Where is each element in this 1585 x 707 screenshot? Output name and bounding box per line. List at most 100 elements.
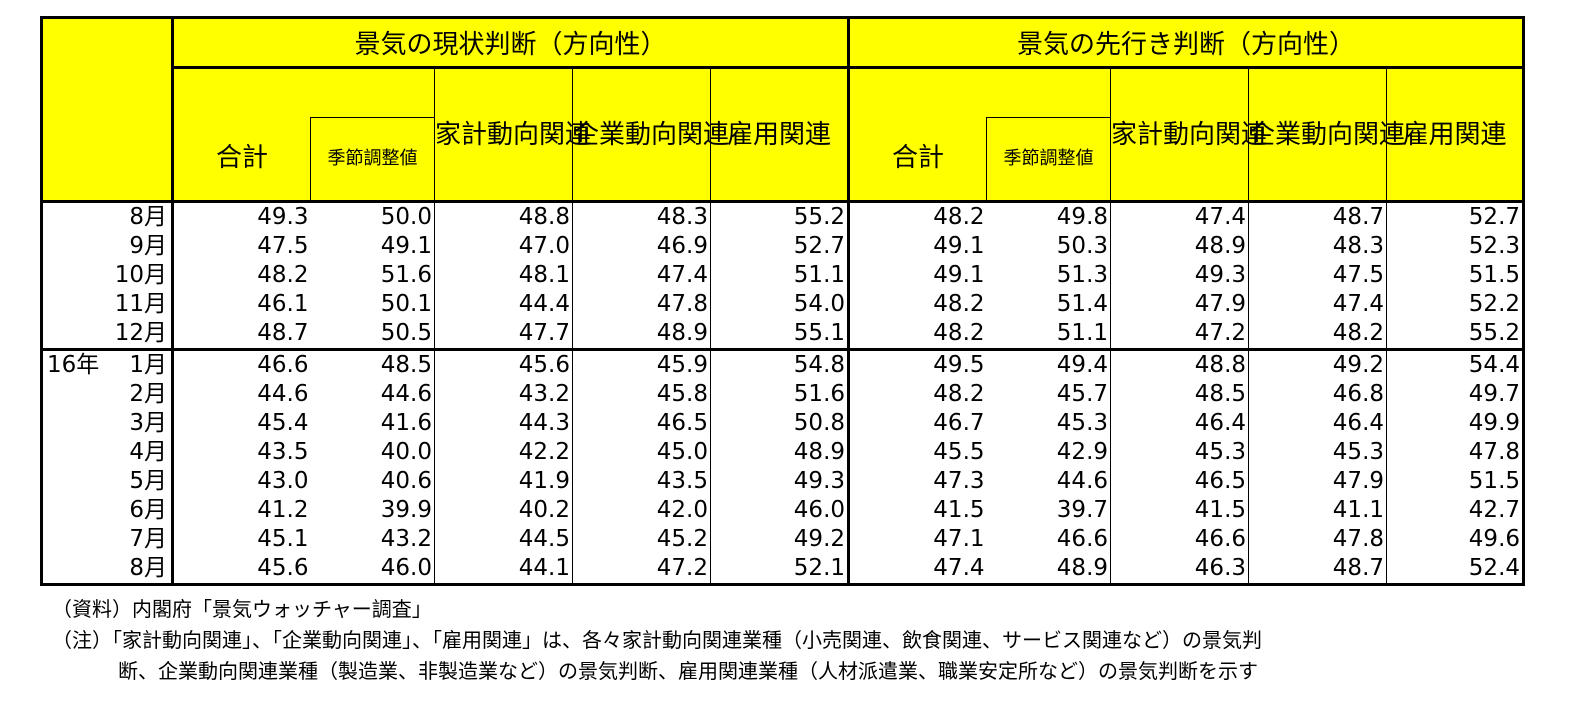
table-cell: 54.4 — [1386, 347, 1524, 380]
table-cell: 52.7 — [1386, 199, 1524, 232]
table-cell: 46.3 — [1110, 553, 1249, 585]
table-cell: 47.3 — [847, 466, 987, 496]
table-cell: 41.9 — [434, 466, 573, 496]
table-cell: 47.8 — [572, 289, 711, 319]
table-cell: 49.9 — [1386, 408, 1524, 438]
table-cell: 45.1 — [257, 525, 309, 552]
table-cell: 49.5 — [847, 347, 987, 380]
col-header-current-employment: 雇用関連 — [709, 67, 849, 202]
table-cell: 46.1 — [257, 290, 309, 317]
row-label: 8月 — [41, 199, 174, 232]
table-cell: 44.5 — [434, 524, 573, 554]
row-month: 9月 — [129, 232, 167, 259]
row-month: 3月 — [129, 409, 167, 436]
table-cell: 51.3 — [1056, 261, 1109, 288]
table-cell: 41.6 — [380, 409, 432, 436]
table-cell: 39.9 — [380, 496, 432, 523]
row-month: 4月 — [129, 438, 167, 465]
table-cell: 52.4 — [1386, 553, 1524, 585]
table-cell: 49.2 — [709, 524, 849, 554]
table-cell: 48.3 — [1248, 231, 1387, 261]
col-header-future-seasonal: 季節調整値 — [986, 117, 1111, 202]
row-month: 2月 — [129, 380, 167, 407]
table-cell: 48.2 — [847, 289, 987, 319]
table-cell: 48.1 — [434, 260, 573, 290]
table-cell: 50.0 — [310, 199, 435, 232]
table-cell: 46.6 — [1110, 524, 1249, 554]
table-cell: 51.6 — [380, 261, 432, 288]
table-cell: 45.7 — [1056, 380, 1109, 407]
table-cell: 51.6 — [709, 379, 849, 409]
col-header-future-employment: 雇用関連 — [1386, 67, 1524, 202]
table-cell: 49.1 — [380, 232, 432, 259]
table-cell: 48.9 — [1110, 231, 1249, 261]
row-label: 3月 — [41, 408, 174, 438]
table-row: 4月 43.5 40.0 42.2 45.0 48.9 45.5 42.9 45.3 45.3 47… — [41, 437, 1524, 467]
notes-block: （資料）内閣府「景気ウォッチャー調査」 （注）「家計動向関連」、「企業動向関連」… — [52, 594, 1262, 683]
table-row: 6月 41.2 39.9 40.2 42.0 46.0 41.5 39.7 41.5 41.1 42… — [41, 495, 1524, 525]
row-month: 5月 — [129, 467, 167, 494]
table-cell: 43.0 — [257, 467, 309, 494]
table-cell: 47.8 — [1386, 437, 1524, 467]
table-row: 12月 48.7 50.5 47.7 48.9 55.1 48.2 51.1 47.2 48.2 5… — [41, 318, 1524, 350]
table-cell: 42.0 — [572, 495, 711, 525]
table-cell: 48.2 — [1248, 318, 1387, 350]
col-header-future-sa-spacer — [986, 67, 1111, 118]
row-label: 9月 — [41, 231, 174, 261]
table-cell: 48.8 — [1110, 347, 1249, 380]
table-cell: 55.2 — [1386, 318, 1524, 350]
col-header-future-corporate: 企業動向関連 — [1248, 67, 1405, 202]
table-row: 7月 45.1 43.2 44.5 45.2 49.2 47.1 46.6 46.6 47.8 49… — [41, 524, 1524, 554]
table-cell: 44.6 — [380, 380, 432, 407]
table-cell: 44.6 — [257, 380, 309, 407]
table-cell: 47.5 — [257, 232, 309, 259]
table-cell: 44.4 — [434, 289, 573, 319]
table-cell: 46.5 — [572, 408, 711, 438]
table-cell: 47.1 — [847, 524, 987, 554]
col-header-future-household: 家計動向関連 — [1110, 67, 1267, 202]
table-cell: 42.9 — [1056, 438, 1109, 465]
table-cell: 48.9 — [709, 437, 849, 467]
row-month: 7月 — [129, 525, 167, 552]
table-cell: 48.2 — [847, 318, 987, 350]
table-cell: 49.2 — [1248, 347, 1387, 380]
table-cell: 47.4 — [572, 260, 711, 290]
table-cell: 45.6 — [257, 554, 309, 581]
row-month: 8月 — [129, 204, 167, 230]
table-row: 3月 45.4 41.6 44.3 46.5 50.8 46.7 45.3 46.4 46.4 49… — [41, 408, 1524, 438]
row-label: 11月 — [41, 289, 174, 319]
col-header-current-seasonal: 季節調整値 — [310, 117, 435, 202]
table-cell: 45.5 — [847, 437, 987, 467]
row-month: 6月 — [129, 496, 167, 523]
table-cell: 45.8 — [572, 379, 711, 409]
table-cell: 46.8 — [1248, 379, 1387, 409]
source-note: （資料）内閣府「景気ウォッチャー調査」 — [52, 597, 432, 621]
col-header-current-total: 合計 — [172, 67, 311, 202]
table-cell: 51.4 — [1056, 290, 1109, 317]
table-cell: 45.3 — [1056, 409, 1109, 436]
table-cell: 50.5 — [380, 319, 432, 346]
table-cell: 45.4 — [257, 409, 309, 436]
table-cell: 45.6 — [434, 347, 573, 380]
table-cell: 44.6 — [1056, 467, 1109, 494]
row-label: 16年 1月 — [41, 347, 174, 380]
table-cell: 51.1 — [709, 260, 849, 290]
table-row: 8月 49.3 50.0 48.8 48.3 55.2 48.2 49.8 47.4 48.7 52… — [41, 199, 1524, 232]
table-cell: 47.4 — [1110, 199, 1249, 232]
table-cell: 49.3 — [709, 466, 849, 496]
table-cell: 41.2 — [257, 496, 309, 523]
table-cell: 46.7 — [847, 408, 987, 438]
table-cell: 46.6 — [1056, 525, 1109, 552]
table-row: 2月 44.6 44.6 43.2 45.8 51.6 48.2 45.7 48.5 46.8 49… — [41, 379, 1524, 409]
table-cell: 43.5 — [257, 438, 309, 465]
table-cell: 47.5 — [1248, 260, 1387, 290]
table-cell: 52.3 — [1386, 231, 1524, 261]
table-row: 8月 45.6 46.0 44.1 47.2 52.1 47.4 48.9 46.3 48.7 52… — [41, 553, 1524, 585]
table-cell: 42.7 — [1386, 495, 1524, 525]
row-label: 4月 — [41, 437, 174, 467]
table-cell: 46.4 — [1248, 408, 1387, 438]
table-cell: 49.1 — [847, 231, 987, 261]
table-cell: 41.5 — [847, 495, 987, 525]
table-cell: 41.1 — [1248, 495, 1387, 525]
row-label: 8月 — [41, 553, 174, 585]
